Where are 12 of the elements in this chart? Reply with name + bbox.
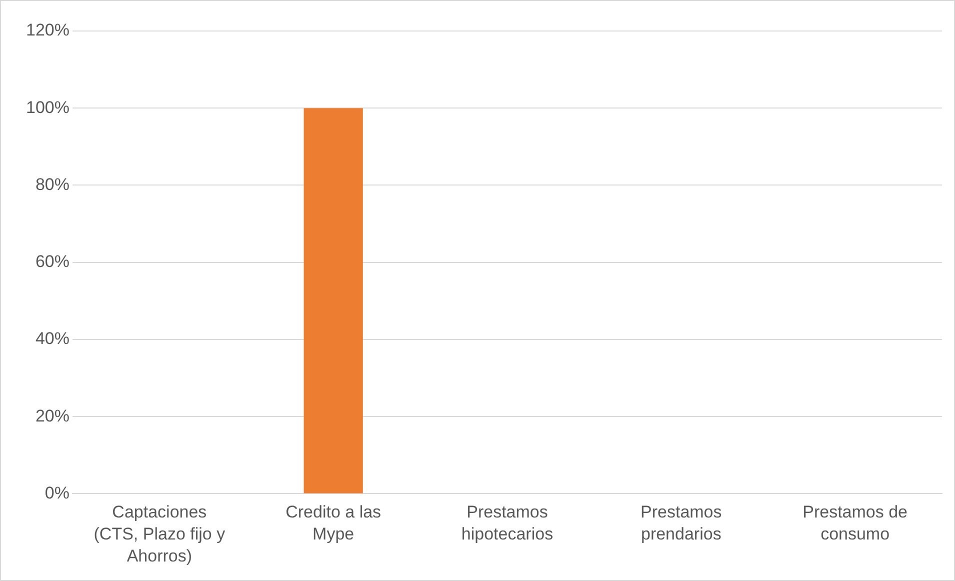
x-tick-label: Prestamos de consumo [802, 502, 908, 544]
y-tick-label: 0% [44, 483, 70, 502]
x-tick-label: Credito a las Mype [286, 502, 382, 544]
x-tick-label: Captaciones (CTS, Plazo fijo y Ahorros) [94, 502, 226, 566]
x-tick-label: Prestamos prendarios [640, 502, 722, 544]
y-tick-label: 120% [26, 20, 70, 40]
y-tick-label: 40% [35, 329, 70, 348]
y-tick-label: 80% [35, 174, 70, 194]
x-tick-label: Prestamos hipotecarios [461, 502, 554, 544]
y-tick-label: 60% [35, 252, 70, 272]
y-tick-label: 100% [26, 98, 70, 117]
y-tick-label: 20% [35, 406, 70, 426]
